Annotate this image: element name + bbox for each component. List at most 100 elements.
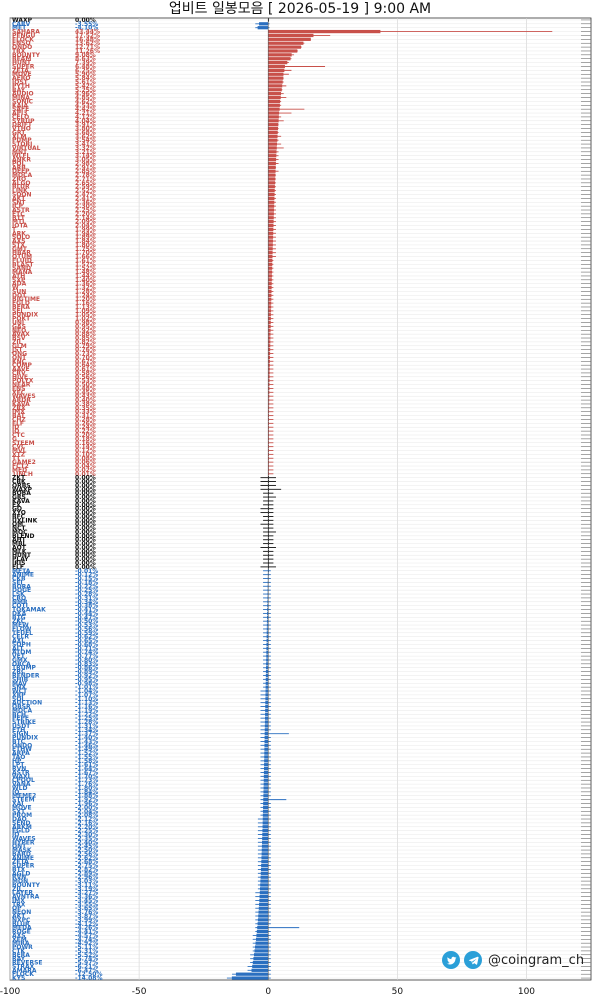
bar — [256, 933, 269, 938]
bar — [268, 243, 273, 247]
bar — [264, 751, 269, 755]
row-change-label: 1.32% — [75, 285, 96, 292]
row-change-label: -0.83% — [75, 661, 98, 668]
bar — [268, 119, 279, 123]
row-change-label: -3.76% — [75, 909, 98, 916]
row-symbol-label: ELF — [12, 420, 24, 427]
row-change-label: 3.68% — [75, 129, 96, 136]
row-symbol-label: AMARA — [12, 967, 37, 974]
bar — [268, 367, 270, 371]
twitter-bird-icon[interactable] — [442, 951, 460, 969]
bar — [268, 177, 276, 181]
bar — [268, 313, 271, 317]
row-change-label: -4.92% — [75, 940, 98, 947]
row-symbol-label: USDT — [12, 723, 31, 730]
bar — [262, 821, 269, 825]
row-change-label: 5.61% — [75, 79, 96, 86]
row-symbol-label: 1INCH — [12, 471, 33, 478]
row-change-label: 1.48% — [75, 269, 96, 276]
row-change-label: 2.09% — [75, 219, 96, 226]
bar — [263, 770, 269, 775]
row-symbol-label: STRIKE — [12, 719, 36, 726]
row-symbol-label: ARDR — [12, 397, 31, 404]
row-change-label: -1.96% — [75, 801, 98, 808]
row-symbol-label: BTC — [12, 738, 26, 745]
bar — [264, 755, 269, 759]
bar — [262, 825, 269, 829]
row-symbol-label: VANA — [12, 781, 31, 788]
row-symbol-label: SXT — [12, 808, 26, 815]
row-symbol-label: OBSR — [12, 704, 31, 711]
chart-title: 업비트 일봉모음 [ 2026-05-19 ] 9:00 AM — [169, 1, 431, 17]
row-symbol-label: PUMP — [12, 137, 32, 144]
row-symbol-label: MOCA — [12, 707, 32, 714]
row-symbol-label: MON — [12, 878, 28, 885]
row-symbol-label: BLUR — [12, 921, 30, 928]
bar — [259, 891, 269, 895]
row-change-label: 1.05% — [75, 312, 96, 319]
row-symbol-label: ZIL — [12, 886, 23, 893]
bar — [268, 84, 283, 88]
row-symbol-label: ETHW — [12, 746, 32, 753]
bar — [266, 627, 269, 631]
bar — [259, 902, 269, 906]
row-symbol-label: BCH — [12, 711, 26, 718]
bar — [268, 545, 270, 550]
row-change-label: 4.21% — [75, 110, 96, 117]
row-change-label: 3.54% — [75, 137, 96, 144]
bar — [268, 157, 277, 162]
bar — [263, 782, 269, 786]
row-change-label: -0.65% — [75, 638, 98, 645]
row-symbol-label: REVERSE — [12, 960, 43, 967]
row-symbol-label: PENGU — [12, 32, 35, 39]
bar — [268, 510, 270, 515]
row-symbol-label: MLK — [12, 548, 27, 555]
telegram-plane-icon[interactable] — [464, 951, 482, 969]
row-symbol-label: FLUID — [12, 257, 32, 264]
row-symbol-label: AVNTRA — [12, 894, 40, 901]
row-symbol-label: TFUEL — [12, 630, 33, 637]
bar — [268, 76, 284, 80]
bar — [264, 759, 269, 763]
row-symbol-label: ZIL — [12, 339, 23, 346]
row-symbol-label: GLM — [12, 343, 27, 350]
row-change-label: 12.71% — [75, 44, 100, 51]
row-symbol-label: WLFI — [12, 153, 29, 160]
row-symbol-label: AHT — [12, 537, 27, 544]
row-change-label: -0.89% — [75, 669, 98, 676]
row-change-label: 0.00% — [75, 525, 96, 532]
bar — [268, 227, 274, 232]
bar — [261, 860, 269, 864]
bar — [268, 103, 280, 107]
row-change-label: -14.08% — [75, 975, 102, 982]
gridlines — [9, 17, 592, 981]
bar — [267, 607, 269, 612]
row-change-label: 0.00% — [75, 564, 96, 571]
row-change-label: -4.41% — [75, 929, 98, 936]
row-symbol-label: AUCTION — [12, 700, 42, 707]
row-symbol-label: AKT — [12, 913, 26, 920]
row-change-label: 1.94% — [75, 230, 96, 237]
row-symbol-label: SONIC — [12, 98, 34, 105]
row-change-label: 1.44% — [75, 273, 96, 280]
row-symbol-label: SNX — [12, 684, 26, 691]
bar — [257, 26, 269, 30]
row-symbol-label: HBAR — [12, 250, 31, 257]
row-change-label: 9.08% — [75, 52, 96, 59]
row-symbol-label: IQ — [12, 789, 19, 796]
bar — [263, 778, 269, 782]
bar — [254, 949, 269, 953]
row-symbol-label: AUDIO — [12, 91, 34, 98]
row-change-label: 0.10% — [75, 451, 96, 458]
row-symbol-label: HYPER — [12, 839, 35, 846]
row-change-label: -1.52% — [75, 750, 98, 757]
row-change-label: -1.80% — [75, 785, 98, 792]
row-change-label: 0.00% — [75, 529, 96, 536]
bar — [263, 786, 269, 790]
bar — [265, 697, 269, 701]
row-change-label: 0.43% — [75, 393, 96, 400]
row-symbol-label: KAVA — [12, 498, 30, 505]
bar — [266, 646, 269, 650]
bar — [261, 852, 269, 856]
row-change-label: 0.14% — [75, 444, 96, 451]
